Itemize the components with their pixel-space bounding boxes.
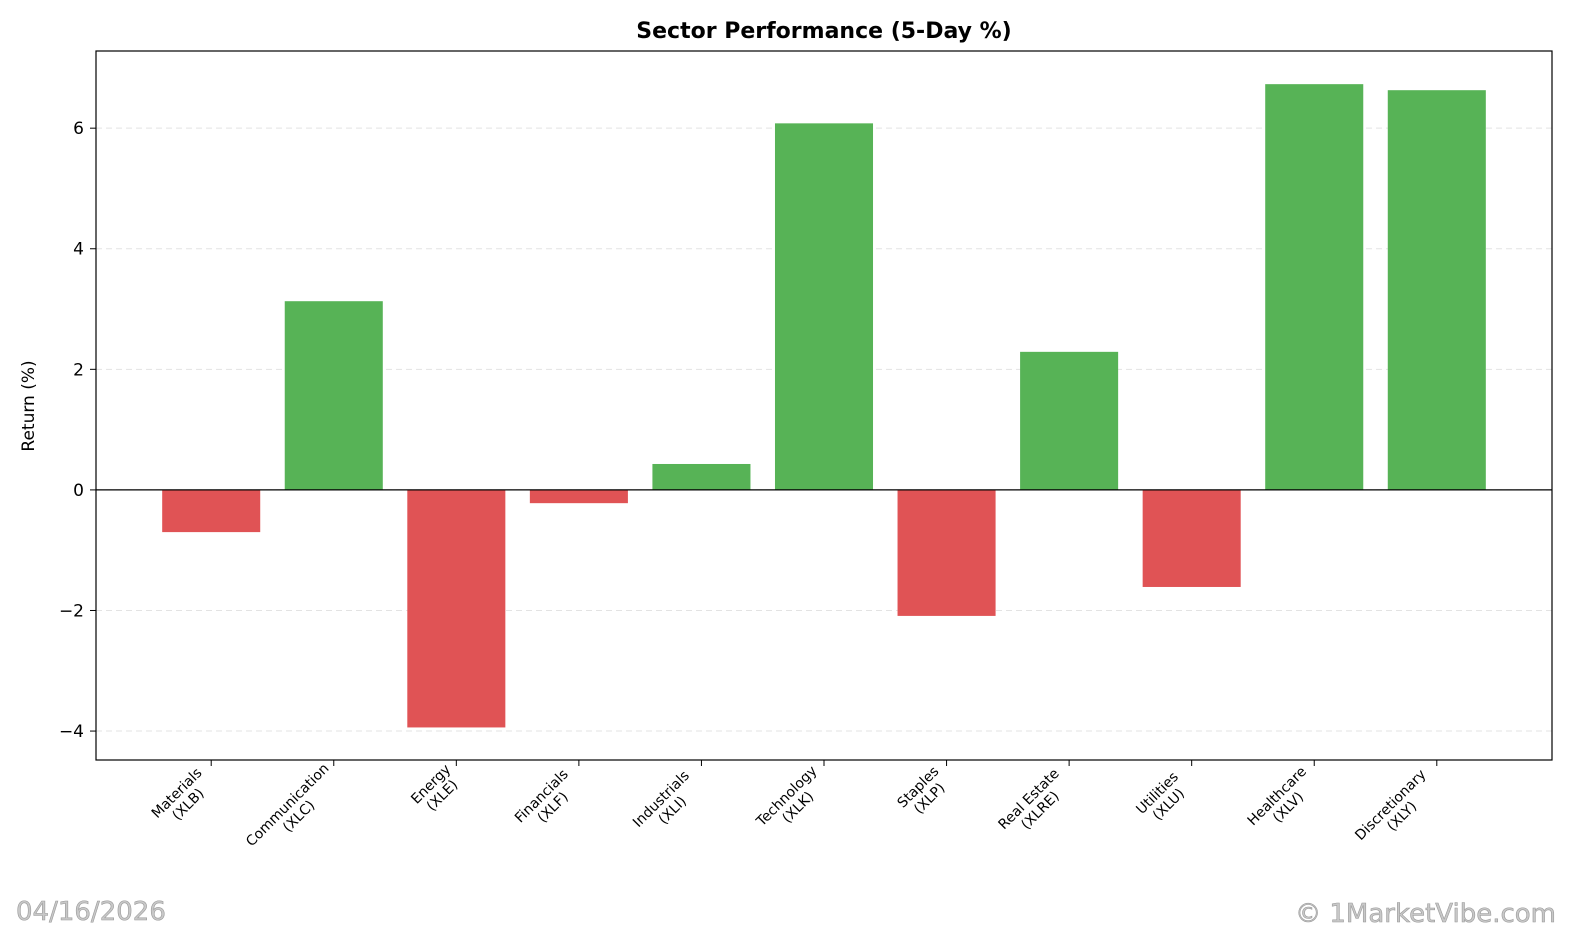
- y-tick-label: −2: [59, 601, 84, 621]
- bar: [1142, 489, 1241, 587]
- y-tick-label: 0: [73, 481, 84, 501]
- bar: [1020, 351, 1119, 490]
- y-tick-label: −4: [59, 722, 84, 742]
- x-tick-label: Staples(XLP): [895, 764, 954, 823]
- y-axis-label: Return (%): [19, 360, 39, 451]
- bar: [529, 489, 628, 504]
- bar: [1387, 90, 1486, 490]
- bar: [284, 301, 383, 490]
- bar: [652, 463, 751, 490]
- date-watermark: 04/16/2026: [16, 897, 166, 927]
- x-tick-label: Communication(XLC): [243, 761, 344, 862]
- bar: [407, 489, 506, 728]
- y-tick-label: 6: [73, 119, 84, 139]
- bar: [774, 123, 874, 490]
- x-tick-label: Utilities(XLU): [1133, 769, 1193, 829]
- copyright-watermark: © 1MarketVibe.com: [1295, 899, 1556, 929]
- x-tick-label: Financials(XLF): [512, 766, 583, 837]
- bar: [162, 489, 261, 533]
- x-tick-label: Technology(XLK): [753, 763, 832, 842]
- y-tick-label: 4: [73, 240, 84, 260]
- x-tick-label: Real Estate(XLRE): [996, 766, 1074, 844]
- chart-title: Sector Performance (5-Day %): [636, 19, 1011, 44]
- x-tick-label: Discretionary(XLY): [1352, 767, 1441, 856]
- bar: [897, 489, 996, 616]
- x-tick-label: Industrials(XLI): [630, 768, 704, 842]
- x-tick-label: Healthcare(XLV): [1245, 764, 1322, 841]
- bar: [1265, 84, 1364, 490]
- y-tick-label: 2: [73, 360, 84, 380]
- x-tick-label: Energy(XLE): [408, 762, 465, 819]
- plot-frame: [95, 50, 1553, 761]
- x-tick-label: Materials(XLB): [149, 765, 217, 833]
